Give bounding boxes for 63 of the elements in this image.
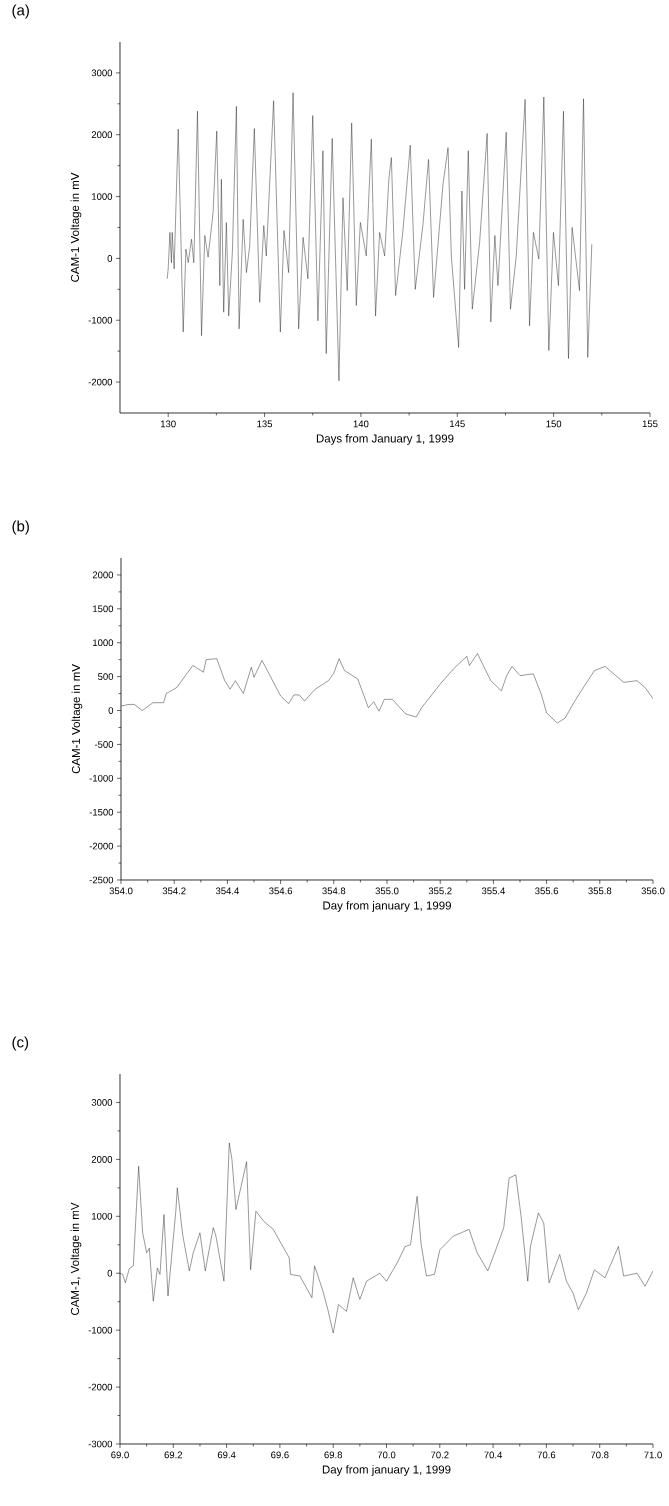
x-axis-title: Day from january 1, 1999 (323, 901, 451, 912)
y-axis-title: CAM-1, Voltage in mV (70, 1202, 82, 1315)
y-tick-label: -500 (94, 741, 114, 748)
chart-title: (a) (12, 4, 29, 19)
y-tick-label: 1000 (92, 1212, 113, 1220)
x-tick-label: 69.6 (271, 1451, 289, 1459)
x-tick-label: 356.0 (641, 887, 665, 895)
y-tick-label: -2000 (88, 1383, 113, 1391)
x-tick-label: 355.4 (481, 887, 506, 895)
x-tick-label: 135 (257, 420, 273, 428)
y-tick-label: -1500 (89, 808, 114, 816)
x-tick-label: 355.2 (428, 887, 452, 895)
x-tick-label: 354.2 (162, 887, 186, 895)
y-tick-label: -2500 (89, 876, 114, 884)
y-tick-label: 1000 (93, 639, 114, 647)
y-tick-label: 500 (98, 673, 114, 680)
x-tick-label: 355.8 (588, 887, 612, 895)
x-tick-label: 155 (642, 420, 658, 428)
x-tick-label: 71.0 (644, 1451, 662, 1459)
y-tick-label: 2000 (91, 131, 113, 139)
y-tick-label: -1000 (89, 774, 114, 782)
x-tick-label: 70.0 (377, 1451, 396, 1459)
x-tick-label: 354.4 (215, 887, 239, 895)
y-tick-label: 0 (108, 707, 114, 714)
chart-title: (c) (12, 1036, 29, 1051)
y-tick-label: -3000 (88, 1440, 113, 1448)
y-tick-label: -2000 (89, 842, 114, 850)
y-tick-label: 0 (107, 255, 113, 262)
x-tick-label: 69.0 (111, 1451, 129, 1459)
x-tick-label: 70.6 (537, 1451, 556, 1459)
x-tick-label: 70.4 (484, 1451, 503, 1459)
y-tick-label: 3000 (91, 69, 113, 77)
y-axis-title: CAM-1 Voltage in mV (70, 172, 82, 282)
x-tick-label: 355.0 (375, 887, 399, 895)
x-tick-label: 145 (450, 420, 465, 428)
y-tick-label: 3000 (91, 1099, 113, 1106)
x-tick-label: 150 (546, 420, 562, 428)
x-tick-label: 354.0 (109, 887, 133, 895)
y-axis-title: CAM-1 Voltage in mV (71, 664, 83, 774)
x-tick-label: 69.4 (217, 1451, 236, 1459)
x-tick-label: 140 (353, 420, 369, 428)
x-axis-title: Days from January 1, 1999 (316, 434, 454, 445)
y-tick-label: -1000 (88, 316, 113, 324)
x-tick-label: 355.6 (535, 887, 559, 895)
x-axis-title: Day from january 1, 1999 (322, 1465, 451, 1476)
x-tick-label: 70.8 (590, 1451, 609, 1459)
x-tick-label: 69.2 (164, 1451, 183, 1459)
y-tick-label: 1500 (93, 605, 114, 613)
line-series (121, 653, 654, 724)
x-tick-label: 70.2 (431, 1451, 449, 1459)
x-tick-label: 354.6 (269, 887, 293, 895)
line-series (166, 92, 593, 382)
y-tick-label: 2000 (91, 1156, 113, 1163)
y-tick-label: 1000 (92, 193, 113, 200)
chart-title: (b) (12, 520, 29, 535)
y-tick-label: -2000 (88, 378, 113, 386)
y-tick-label: -1000 (88, 1326, 113, 1334)
line-series (120, 1142, 654, 1334)
x-tick-label: 130 (160, 420, 176, 428)
y-tick-label: 2000 (92, 571, 114, 579)
x-tick-label: 69.8 (324, 1451, 343, 1459)
y-tick-label: 0 (107, 1269, 113, 1277)
x-tick-label: 354.8 (322, 887, 346, 895)
